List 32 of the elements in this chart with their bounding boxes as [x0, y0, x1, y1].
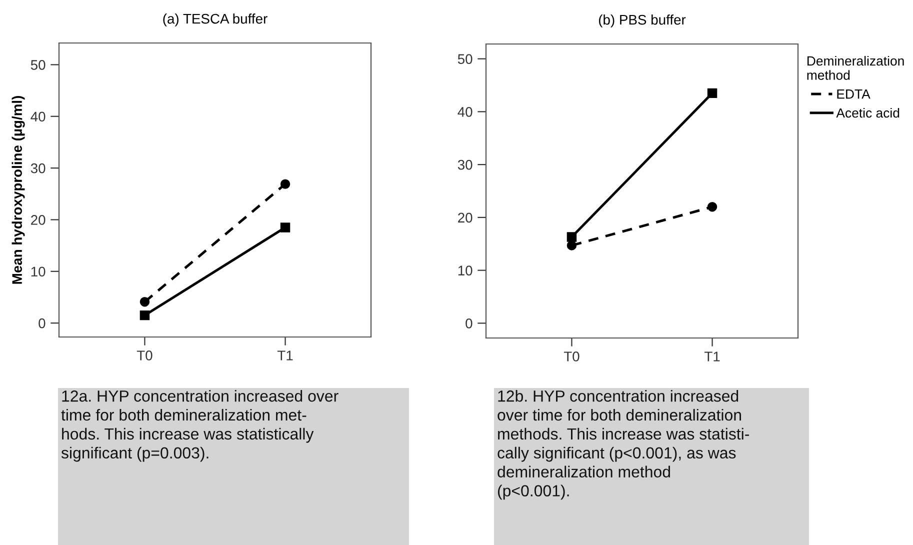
y-tick-label: 40	[458, 107, 472, 117]
y-tick-label: 10	[458, 266, 472, 276]
text: 12a. HYP concentration increased over time for both demineralization met- hods. This increase was statistically significant (p=0.003).	[61, 390, 338, 462]
x-tick-label: T0	[564, 352, 580, 362]
legend-label: Acetic acid	[836, 108, 900, 118]
y-tick-label: 10	[31, 266, 46, 277]
point	[140, 310, 150, 320]
point	[140, 297, 150, 307]
x-tick-label: T0	[136, 350, 152, 360]
point	[707, 88, 718, 98]
y-tick-label: 30	[30, 163, 46, 174]
y-tick-label: 50	[458, 54, 472, 64]
point	[280, 222, 290, 232]
point	[707, 202, 718, 212]
y-tick-label: 0	[466, 318, 472, 328]
legend-label: EDTA	[837, 90, 870, 99]
x-tick-label: T1	[277, 350, 293, 360]
point	[280, 179, 290, 189]
x-tick-label: T1	[704, 352, 720, 362]
y-tick-label: 20	[458, 212, 472, 223]
chart-title: (b) PBS buffer	[598, 14, 686, 28]
point	[566, 232, 577, 242]
point	[566, 240, 577, 250]
chart-title: (a) TESCA buffer	[163, 13, 268, 26]
y-tick-label: 50	[30, 60, 46, 70]
text: 12b. HYP concentration increased over time for both demineralization methods. This increase was statisti- cally significant (p<0.001), as was demineralization method (p<0.001).	[498, 390, 749, 500]
legend-title: Demineralization method	[807, 56, 904, 80]
y-tick-label: 0	[38, 318, 46, 328]
y-tick-label: 40	[30, 112, 46, 122]
y-tick-label: 20	[31, 215, 46, 225]
y-axis-title: Mean hydroxyproline (µg/ml)	[12, 96, 25, 284]
y-tick-label: 30	[458, 160, 472, 170]
